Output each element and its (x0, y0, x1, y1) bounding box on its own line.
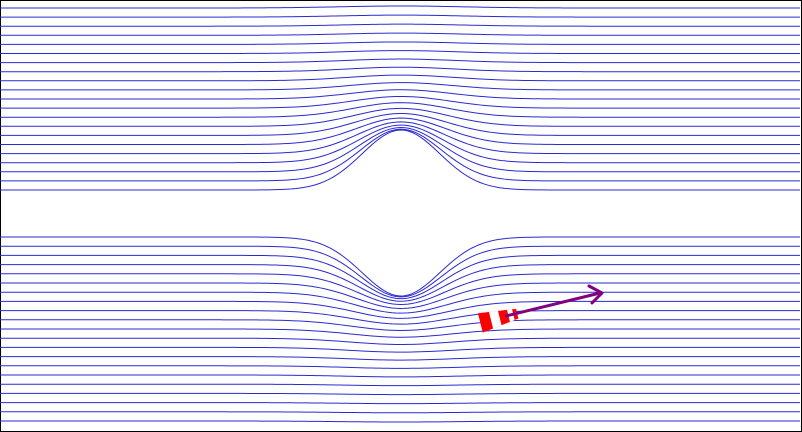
streamline-lower-17 (0, 383, 800, 387)
streamline-lower-6 (0, 282, 800, 309)
streamline-upper-11 (0, 89, 800, 100)
streamline-upper-1 (0, 5, 800, 9)
streamline-upper-10 (0, 82, 800, 91)
streamlines-lower-group (0, 236, 800, 423)
streamline-lower-9 (0, 310, 800, 325)
windsock-stripe-1 (488, 310, 502, 329)
velocity-arrow-shaft (504, 291, 602, 318)
streamline-upper-21 (0, 129, 800, 191)
streamline-lower-21 (0, 420, 800, 423)
streamline-upper-14 (0, 107, 800, 127)
streamline-upper-13 (0, 102, 800, 118)
streamline-lower-14 (0, 356, 800, 361)
streamline-lower-19 (0, 402, 800, 405)
streamline-lower-11 (0, 328, 800, 338)
streamline-upper-18 (0, 124, 800, 164)
streamline-upper-7 (0, 58, 800, 64)
streamline-lower-3 (0, 254, 800, 300)
streamline-upper-6 (0, 50, 800, 54)
streamline-upper-20 (0, 128, 800, 182)
streamline-lower-16 (0, 374, 800, 378)
streamline-upper-19 (0, 127, 800, 173)
streamline-lower-7 (0, 291, 800, 314)
velocity-arrow (504, 284, 604, 318)
streamline-lower-5 (0, 273, 800, 305)
streamline-upper-3 (0, 23, 800, 27)
streamline-lower-10 (0, 319, 800, 331)
streamline-upper-4 (0, 32, 800, 36)
windsock-probe[interactable] (477, 304, 520, 333)
velocity-arrow-head (587, 284, 604, 305)
streamline-upper-8 (0, 66, 800, 73)
streamline-lower-2 (0, 245, 800, 298)
streamline-upper-2 (0, 14, 800, 18)
streamlines-upper-group (0, 5, 800, 191)
streamline-lower-20 (0, 411, 800, 414)
streamline-upper-5 (0, 41, 800, 45)
streamline-upper-12 (0, 95, 800, 109)
streamline-lower-8 (0, 300, 800, 319)
streamline-upper-15 (0, 113, 800, 136)
streamline-lower-15 (0, 365, 800, 369)
streamline-lower-13 (0, 346, 800, 353)
streamline-lower-18 (0, 392, 800, 396)
streamline-upper-16 (0, 117, 800, 145)
streamline-lower-1 (0, 236, 800, 297)
streamline-upper-9 (0, 74, 800, 82)
streamline-upper-17 (0, 121, 800, 155)
streamline-lower-4 (0, 264, 800, 302)
streamline-lower-12 (0, 337, 800, 345)
